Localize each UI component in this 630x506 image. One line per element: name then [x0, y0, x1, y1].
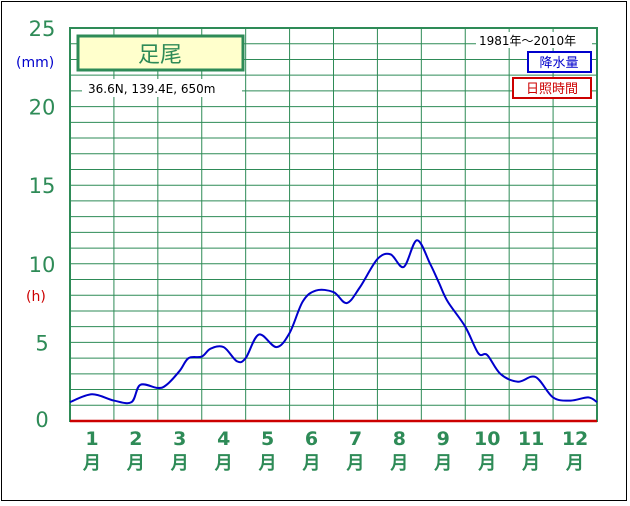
series-line: [69, 239, 598, 405]
month-number-label: 4: [217, 428, 230, 450]
month-suffix-label: 月: [170, 453, 189, 474]
month-suffix-label: 月: [521, 453, 540, 474]
legend-precip-label: 降水量: [539, 56, 578, 71]
y-tick-label: 25: [29, 17, 56, 41]
y-tick-label: 0: [35, 408, 48, 432]
series-layer: [69, 239, 598, 423]
legend-precip-box: [527, 51, 592, 73]
month-suffix-label: 月: [258, 453, 277, 474]
chart-title: 足尾: [138, 43, 182, 68]
month-number-label: 1: [85, 428, 98, 450]
legend-sunshine-label: 日照時間: [526, 82, 578, 97]
period-bg: [476, 32, 592, 48]
y-tick-labels: 0 5 10 15 20 25: [29, 17, 56, 432]
month-suffix-label: 月: [82, 453, 101, 474]
month-number-label: 3: [173, 428, 186, 450]
y-tick-label: 10: [29, 253, 56, 277]
month-number-label: 8: [393, 428, 406, 450]
month-number-label: 12: [562, 428, 588, 450]
month-suffix-label: 月: [477, 453, 496, 474]
location-label: 36.6N, 139.4E, 650m: [88, 82, 215, 96]
location-bg: [82, 79, 242, 97]
month-number-label: 6: [305, 428, 318, 450]
month-suffix-label: 月: [389, 453, 408, 474]
title-box: [76, 34, 245, 72]
y-tick-label: 5: [35, 331, 48, 355]
period-label: 1981年〜2010年: [479, 34, 576, 48]
month-suffix-label: 月: [565, 453, 584, 474]
month-suffix-label: 月: [126, 453, 145, 474]
month-suffix-label: 月: [345, 453, 364, 474]
month-number-label: 9: [437, 428, 450, 450]
y-tick-label: 20: [29, 96, 56, 120]
month-number-label: 7: [349, 428, 362, 450]
y-unit-left: (mm): [16, 55, 54, 71]
y-tick-label: 15: [29, 174, 56, 198]
month-number-label: 2: [129, 428, 142, 450]
y-unit-hours: (h): [26, 289, 46, 305]
month-suffix-label: 月: [214, 453, 233, 474]
month-suffix-label: 月: [302, 453, 321, 474]
month-number-label: 11: [518, 428, 544, 450]
month-number-label: 5: [261, 428, 274, 450]
month-number-label: 10: [474, 428, 500, 450]
month-suffix-label: 月: [433, 453, 452, 474]
month-labels: 1 月 2 月 3 月 4 月 5 月 6 月 7 月 8 月 9 月 10 月 11 月 12 月: [82, 428, 588, 474]
legend-sunshine-box: [512, 77, 592, 99]
